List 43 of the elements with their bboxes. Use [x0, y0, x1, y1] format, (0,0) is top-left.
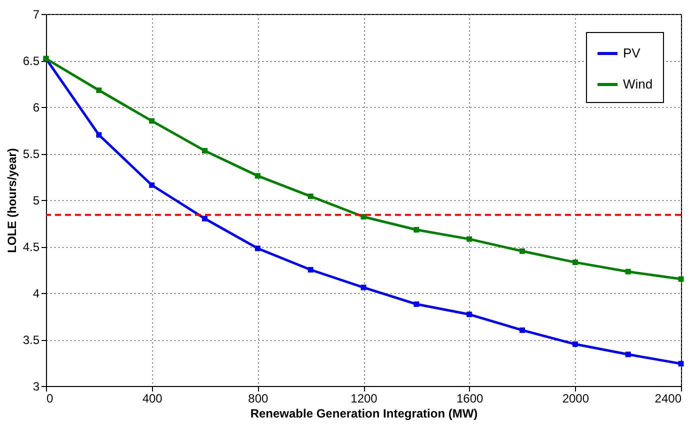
- x-axis-title: Renewable Generation Integration (MW): [250, 406, 478, 420]
- x-tick-label: 2000: [562, 392, 590, 406]
- x-tick-label: 800: [248, 392, 268, 406]
- legend-label: Wind: [623, 76, 653, 92]
- point: [625, 352, 631, 358]
- x-tick-label: 2400: [654, 392, 682, 406]
- y-tick-label: 3.5: [22, 333, 40, 347]
- point: [254, 246, 260, 252]
- y-axis-title: LOLE (hours/year): [4, 148, 19, 253]
- point: [308, 194, 314, 200]
- x-tick-label: 0: [46, 392, 54, 406]
- point: [96, 88, 102, 93]
- x-tick-label: 1600: [456, 392, 484, 406]
- point: [414, 301, 420, 307]
- point: [308, 267, 314, 272]
- x-tick-label: 400: [142, 392, 163, 406]
- y-tick-label: 6.5: [22, 54, 40, 68]
- point: [678, 276, 684, 282]
- point: [149, 118, 155, 124]
- y-tick-label: 6: [32, 100, 40, 114]
- point: [520, 327, 525, 333]
- y-tick-label: 3: [32, 380, 40, 394]
- y-tick-label: 4: [32, 286, 40, 300]
- point: [149, 182, 155, 188]
- y-tick-label: 5: [32, 194, 40, 208]
- point: [572, 260, 578, 266]
- point: [360, 284, 366, 290]
- point: [625, 268, 631, 274]
- x-tick-label: 1200: [350, 392, 378, 406]
- y-tick-label: 5.5: [22, 147, 40, 161]
- point: [202, 216, 208, 222]
- point: [202, 148, 208, 154]
- point: [466, 236, 472, 242]
- point: [254, 173, 260, 179]
- point: [466, 312, 472, 318]
- legend-label: PV: [623, 46, 641, 60]
- point: [414, 227, 420, 232]
- point: [678, 360, 684, 366]
- y-tick-label: 7: [32, 8, 40, 22]
- point: [520, 248, 525, 254]
- y-tick-label: 4.5: [22, 240, 40, 254]
- point: [572, 341, 578, 347]
- point: [96, 132, 102, 138]
